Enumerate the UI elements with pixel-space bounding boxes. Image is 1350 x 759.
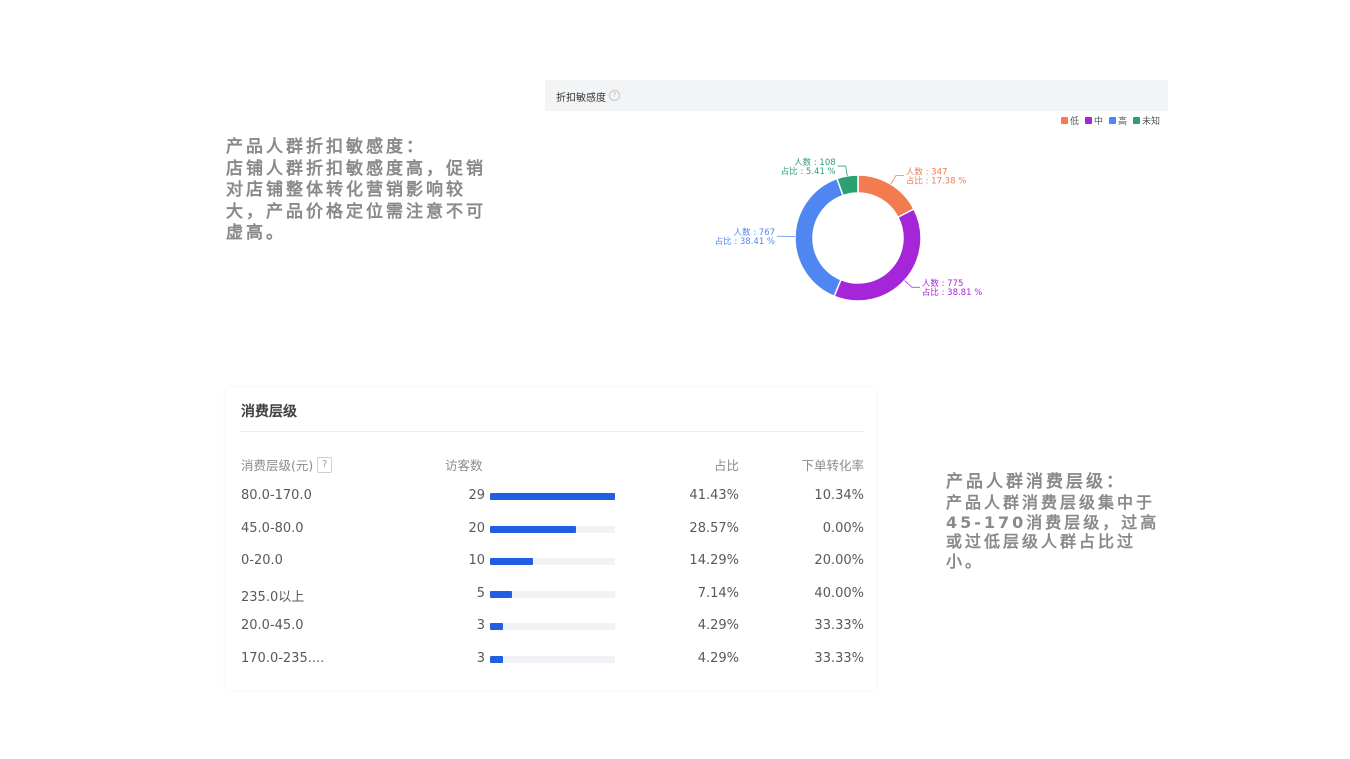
visitors-cell: 29 [468, 488, 485, 503]
note-title: 产品人群折扣敏感度： [226, 137, 426, 157]
column-header-visitors[interactable]: 访客数 [445, 458, 483, 473]
conversion-cell: 33.33% [814, 618, 864, 634]
visitors-bar-track [490, 590, 615, 598]
note-title: 产品人群消费层级： [946, 472, 1126, 492]
divider [241, 431, 864, 432]
legend-swatch [1132, 117, 1140, 124]
visitors-bar-track [490, 493, 615, 500]
table-row: 235.0以上 5 7.14% 40.00% [226, 578, 876, 610]
question-circle-icon[interactable]: ? [609, 90, 620, 101]
conversion-cell: 40.00% [814, 585, 864, 601]
slice-count-label: 人数 : 775 [922, 278, 964, 289]
share-cell: 14.29% [689, 553, 739, 569]
leader-line-3 [837, 165, 848, 176]
visitors-bar-track [490, 525, 615, 533]
slice-count-label: 人数 : 108 [794, 157, 836, 168]
conversion-cell: 0.00% [822, 520, 864, 536]
panel-header: 折扣敏感度 ? [545, 80, 1168, 111]
visitors-bar-track [490, 623, 615, 631]
table-row: 20.0-45.0 3 4.29% 33.33% [226, 610, 876, 642]
donut-slice-3[interactable] [836, 174, 859, 197]
share-cell: 41.43% [689, 488, 739, 503]
consumption-level-note: 产品人群消费层级： 产品人群消费层级集中于45-170消费层级，过高或过低层级人… [946, 472, 1161, 571]
leader-line-1 [904, 280, 920, 288]
note-body: 店铺人群折扣敏感度高，促销对店铺整体转化营销影响较大，产品价格定位需注意不可虚高… [226, 158, 486, 244]
discount-sensitivity-panel: 折扣敏感度 ? 人数 : 347 占比 : 17.38 % 人数 : 775 占比 :… [545, 80, 1168, 320]
level-cell: 170.0-235.... [241, 651, 325, 666]
share-cell: 4.29% [697, 618, 739, 634]
visitors-cell: 10 [468, 553, 485, 569]
share-cell: 7.14% [697, 585, 739, 601]
visitors-bar [490, 623, 503, 631]
legend-label: 低 [1069, 117, 1079, 127]
panel-title: 折扣敏感度 [556, 93, 606, 104]
slice-share-label: 占比 : 17.38 % [906, 176, 966, 187]
help-icon[interactable]: ? [317, 456, 333, 473]
legend-item[interactable]: 未知 [1132, 114, 1160, 127]
level-cell: 0-20.0 [241, 553, 283, 569]
slice-share-label: 占比 : 38.81 % [922, 287, 982, 298]
legend-swatch [1108, 117, 1116, 124]
legend-label: 中 [1093, 117, 1103, 127]
legend-label: 高 [1117, 117, 1127, 127]
legend-item[interactable]: 低 [1060, 114, 1079, 127]
slice-share-label: 占比 : 5.41 % [781, 166, 836, 177]
visitors-bar [490, 493, 615, 500]
conversion-cell: 33.33% [814, 651, 864, 666]
donut-slice-1[interactable] [833, 207, 922, 302]
donut-slice-2[interactable] [794, 177, 844, 298]
conversion-cell: 20.00% [814, 553, 864, 569]
table-row: 0-20.0 10 14.29% 20.00% [226, 545, 876, 577]
table-row: 45.0-80.0 20 28.57% 0.00% [226, 513, 876, 545]
legend-item[interactable]: 中 [1084, 114, 1103, 127]
visitors-bar-track [490, 656, 615, 663]
legend-item[interactable]: 高 [1108, 114, 1127, 127]
share-cell: 4.29% [697, 651, 739, 666]
leader-line-0 [890, 175, 904, 185]
level-cell: 45.0-80.0 [241, 520, 304, 536]
note-body: 产品人群消费层级集中于45-170消费层级，过高或过低层级人群占比过小。 [946, 493, 1160, 571]
column-header-level: 消费层级(元) ? [241, 455, 333, 474]
level-cell: 20.0-45.0 [241, 618, 304, 634]
visitors-cell: 5 [476, 585, 485, 601]
visitors-cell: 20 [468, 520, 485, 536]
visitors-cell: 3 [476, 618, 485, 634]
visitors-bar [490, 656, 503, 663]
table-row: 80.0-170.0 29 41.43% 10.34% [226, 480, 876, 512]
slice-share-label: 占比 : 38.41 % [715, 236, 775, 247]
conversion-cell: 10.34% [814, 488, 864, 503]
visitors-bar [490, 590, 512, 598]
legend-swatch [1060, 117, 1068, 124]
chart-legend: 低 中 高 未知 [1060, 114, 1160, 127]
visitors-cell: 3 [476, 651, 485, 666]
consumption-level-card: 消费层级 消费层级(元) ? 访客数 占比 下单转化率 80.0-170.0 29… [226, 388, 876, 690]
legend-swatch [1084, 117, 1092, 124]
card-title: 消费层级 [241, 404, 297, 420]
table-row: 170.0-235.... 3 4.29% 33.33% [226, 643, 876, 675]
column-header-share[interactable]: 占比 [713, 458, 739, 473]
slice-count-label: 人数 : 347 [906, 167, 948, 178]
legend-label: 未知 [1141, 117, 1160, 127]
level-cell: 80.0-170.0 [241, 488, 312, 503]
visitors-bar [490, 525, 577, 533]
visitors-bar-track [490, 558, 615, 566]
share-cell: 28.57% [689, 520, 739, 536]
visitors-bar [490, 558, 534, 566]
column-header-conversion[interactable]: 下单转化率 [801, 458, 864, 473]
discount-sensitivity-note: 产品人群折扣敏感度： 店铺人群折扣敏感度高，促销对店铺整体转化营销影响较大，产品… [226, 137, 491, 245]
slice-count-label: 人数 : 767 [734, 227, 776, 238]
level-cell: 235.0以上 [241, 589, 305, 605]
